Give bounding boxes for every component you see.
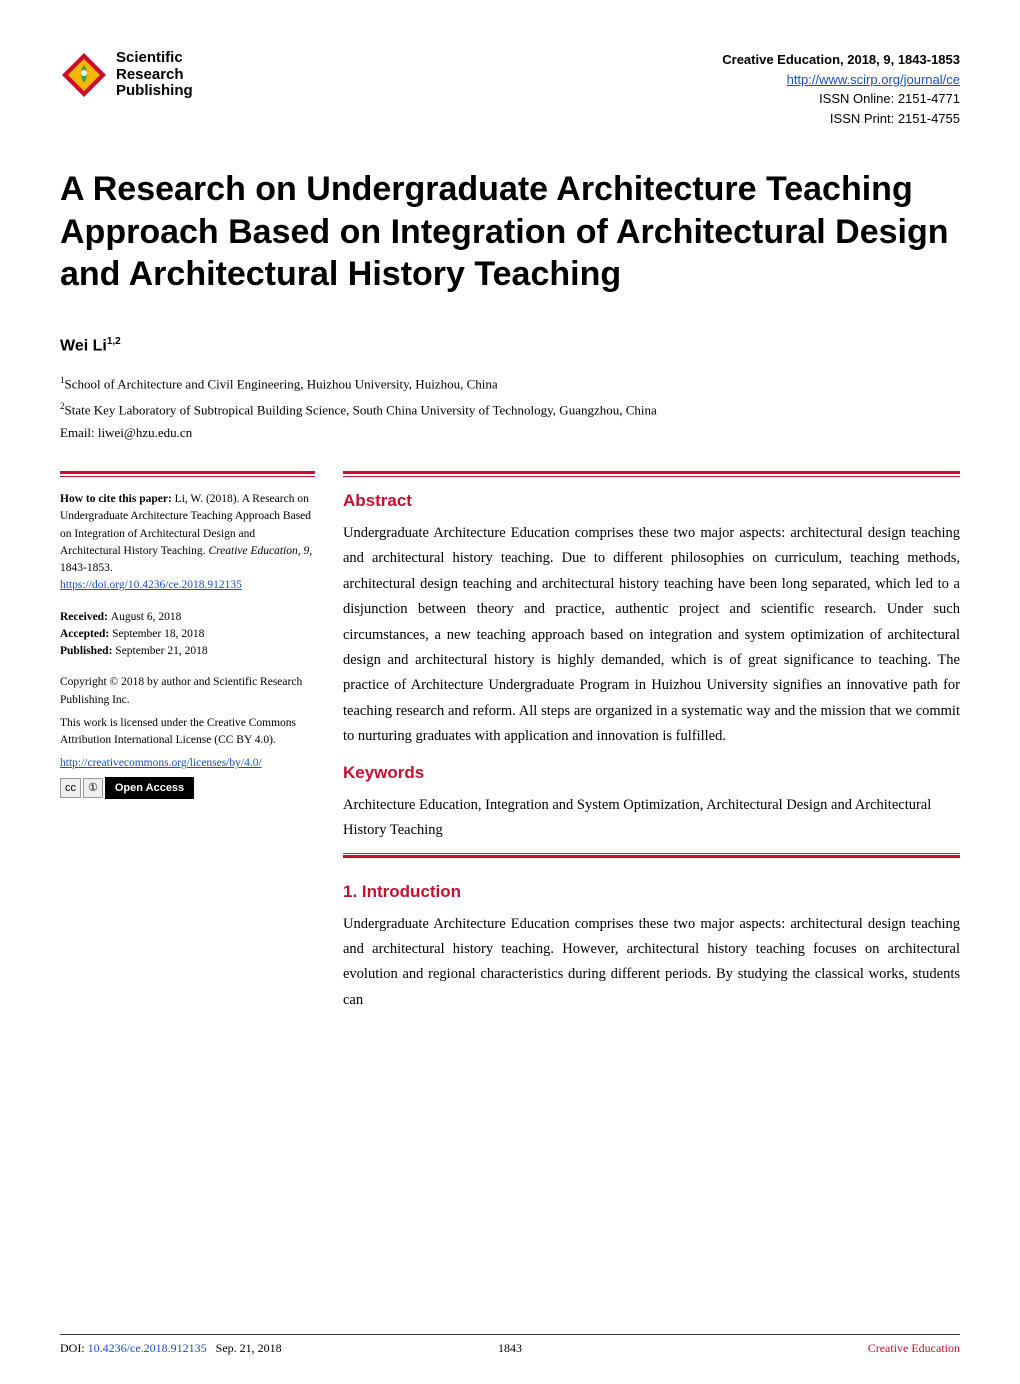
journal-meta: Creative Education, 2018, 9, 1843-1853 h… — [722, 50, 960, 128]
affiliation-1: 1School of Architecture and Civil Engine… — [60, 373, 960, 395]
email-label: Email: — [60, 425, 98, 440]
authors: Wei Li1,2 — [60, 336, 960, 355]
journal-title-line: Creative Education, 2018, 9, 1843-1853 — [722, 50, 960, 70]
header-row: Scientific Research Publishing Creative … — [60, 50, 960, 128]
cc-badge-row: cc ① Open Access — [60, 777, 315, 800]
open-access-badge: Open Access — [105, 777, 194, 800]
email-value: liwei@hzu.edu.cn — [98, 425, 192, 440]
left-meta-column: How to cite this paper: Li, W. (2018). A… — [60, 471, 315, 1013]
published-date: September 21, 2018 — [115, 645, 207, 657]
author-affil-sup: 1,2 — [107, 336, 121, 347]
accepted-date: September 18, 2018 — [112, 628, 204, 640]
logo-line-3: Publishing — [116, 83, 193, 100]
main-two-column: How to cite this paper: Li, W. (2018). A… — [60, 471, 960, 1013]
cite-pages: 1843-1853. — [60, 562, 113, 574]
cc-icon: cc — [60, 778, 81, 798]
keywords-heading: Keywords — [343, 763, 960, 783]
by-icon: ① — [83, 778, 103, 798]
publisher-logo: Scientific Research Publishing — [60, 50, 193, 100]
right-content-column: Abstract Undergraduate Architecture Educ… — [343, 471, 960, 1013]
received-label: Received: — [60, 611, 111, 623]
abstract-heading: Abstract — [343, 491, 960, 511]
footer-doi-label: DOI: — [60, 1341, 88, 1355]
red-rule-bottom-thin — [343, 853, 960, 854]
red-rule-top-thin-r — [343, 476, 960, 477]
cite-journal: Creative Education, 9, — [208, 545, 312, 557]
received-date: August 6, 2018 — [111, 611, 182, 623]
footer-date: Sep. 21, 2018 — [216, 1341, 282, 1355]
publisher-logo-text: Scientific Research Publishing — [116, 50, 193, 100]
page-footer: DOI: 10.4236/ce.2018.912135 Sep. 21, 201… — [60, 1334, 960, 1356]
red-rule-bottom-thick — [343, 855, 960, 858]
footer-page-number: 1843 — [498, 1341, 522, 1356]
author-name: Wei Li — [60, 337, 107, 354]
doi-link[interactable]: https://doi.org/10.4236/ce.2018.912135 — [60, 579, 242, 591]
affil-text-2: State Key Laboratory of Subtropical Buil… — [65, 402, 657, 417]
journal-url-link[interactable]: http://www.scirp.org/journal/ce — [787, 72, 960, 87]
red-rule-top-thick-r — [343, 471, 960, 474]
article-title: A Research on Undergraduate Architecture… — [60, 168, 960, 296]
abstract-text: Undergraduate Architecture Education com… — [343, 521, 960, 749]
footer-doi-link[interactable]: 10.4236/ce.2018.912135 — [88, 1341, 207, 1355]
affiliation-2: 2State Key Laboratory of Subtropical Bui… — [60, 399, 960, 421]
intro-text: Undergraduate Architecture Education com… — [343, 912, 960, 1014]
logo-line-2: Research — [116, 67, 193, 84]
copyright-text: Copyright © 2018 by author and Scientifi… — [60, 674, 315, 709]
footer-journal-name: Creative Education — [868, 1341, 960, 1356]
dates-block: Received: August 6, 2018 Accepted: Septe… — [60, 609, 315, 661]
intro-heading: 1. Introduction — [343, 882, 960, 902]
license-url-link[interactable]: http://creativecommons.org/licenses/by/4… — [60, 757, 262, 769]
red-rule-top-thin — [60, 476, 315, 477]
author-email: Email: liwei@hzu.edu.cn — [60, 425, 960, 441]
footer-left: DOI: 10.4236/ce.2018.912135 Sep. 21, 201… — [60, 1341, 282, 1356]
red-rule-top-thick — [60, 471, 315, 474]
publisher-logo-icon — [60, 51, 108, 99]
accepted-label: Accepted: — [60, 628, 112, 640]
affil-text-1: School of Architecture and Civil Enginee… — [65, 376, 498, 391]
logo-line-1: Scientific — [116, 50, 193, 67]
issn-print: ISSN Print: 2151-4755 — [722, 109, 960, 129]
cite-label: How to cite this paper: — [60, 493, 175, 505]
issn-online: ISSN Online: 2151-4771 — [722, 89, 960, 109]
keywords-text: Architecture Education, Integration and … — [343, 793, 960, 842]
citation-block: How to cite this paper: Li, W. (2018). A… — [60, 491, 315, 577]
published-label: Published: — [60, 645, 115, 657]
license-text: This work is licensed under the Creative… — [60, 715, 315, 750]
